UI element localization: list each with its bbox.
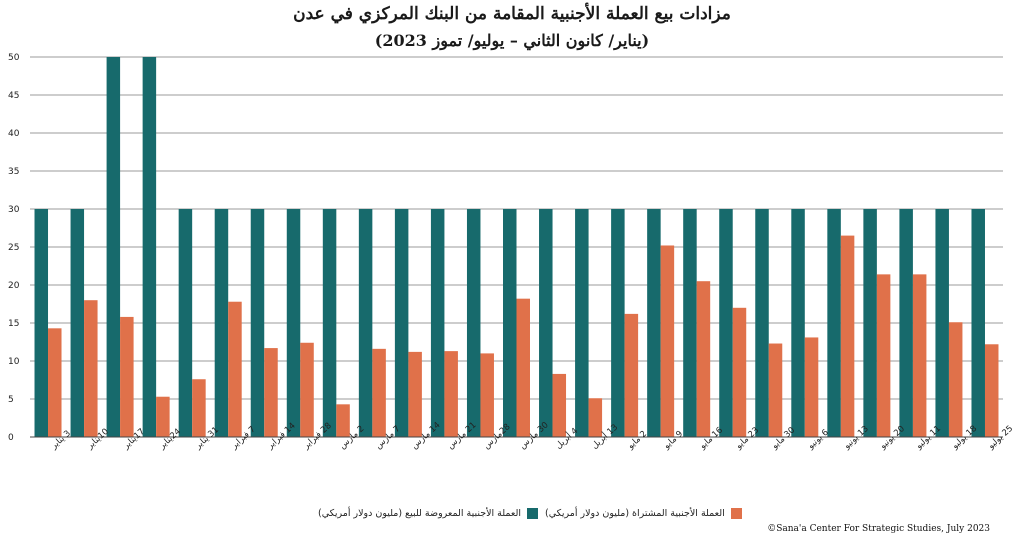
bar-purchased [732, 307, 747, 437]
chart-subtitle: (يناير/ كانون الثاني – يوليو/ تموز 2023) [374, 31, 650, 50]
bar-offered [827, 209, 841, 437]
bar-offered [178, 209, 193, 437]
bar-purchased [372, 348, 386, 437]
bar-purchased [444, 351, 458, 437]
legend-swatch-purchased [730, 507, 742, 519]
bar-offered [503, 209, 517, 437]
bar-purchased [984, 344, 999, 437]
bar-purchased [264, 348, 278, 437]
y-tick-label: 30 [8, 205, 20, 215]
bar-purchased [120, 316, 134, 437]
bar-offered [971, 209, 985, 437]
bar-purchased [624, 313, 639, 437]
bar-purchased [300, 342, 314, 437]
bar-offered [935, 209, 949, 437]
bar-purchased [876, 274, 891, 437]
bar-offered [394, 209, 409, 437]
bar-offered [539, 209, 553, 437]
bar-offered [358, 209, 373, 437]
bar-offered [214, 209, 229, 437]
bar-offered [647, 209, 661, 437]
bar-purchased [696, 281, 711, 437]
y-tick-label: 5 [8, 395, 14, 405]
bar-offered [611, 209, 625, 437]
bar-offered [755, 209, 769, 437]
bar-offered [791, 209, 805, 437]
bar-offered [430, 209, 445, 437]
bar-offered [322, 209, 337, 437]
bar-purchased [480, 353, 494, 437]
y-tick-label: 40 [8, 129, 20, 139]
bar-purchased [228, 301, 242, 437]
bar-offered [34, 209, 49, 437]
y-tick-label: 45 [8, 91, 19, 101]
y-tick-label: 15 [8, 319, 19, 329]
bar-purchased [516, 298, 530, 437]
bar-offered [286, 209, 301, 437]
source-credit: ©Sana'a Center For Strategic Studies, Ju… [767, 524, 990, 534]
y-tick-label: 20 [8, 281, 20, 291]
bar-purchased [48, 328, 62, 437]
bar-offered [250, 209, 265, 437]
y-tick-label: 10 [8, 357, 20, 367]
bar-purchased [912, 274, 927, 437]
bar-purchased [84, 300, 98, 437]
bar-purchased [948, 322, 963, 437]
bar-offered [106, 57, 121, 437]
legend-item-purchased: العملة الأجنبية المشتراة (مليون دولار أم… [545, 505, 742, 521]
legend-item-offered: العملة الأجنبية المعروضة للبيع (مليون دو… [318, 505, 539, 521]
legend-label-purchased: العملة الأجنبية المشتراة (مليون دولار أم… [545, 507, 725, 519]
legend-label-offered: العملة الأجنبية المعروضة للبيع (مليون دو… [318, 507, 522, 519]
bar-purchased [588, 398, 603, 437]
bar-offered [683, 209, 697, 437]
bar-offered [70, 209, 85, 437]
bar-purchased [552, 373, 567, 437]
y-tick-label: 0 [8, 433, 14, 443]
y-tick-label: 50 [8, 53, 20, 63]
bar-offered [466, 209, 481, 437]
bar-purchased [660, 245, 675, 437]
bars [34, 57, 999, 437]
chart-title: مزادات بيع العملة الأجنبية المقامة من ال… [293, 4, 731, 24]
bar-purchased [804, 337, 819, 437]
bar-purchased [768, 343, 783, 437]
bar-offered [575, 209, 589, 437]
bar-purchased [192, 379, 206, 437]
y-tick-label: 25 [8, 243, 19, 253]
bar-purchased [336, 404, 350, 437]
bar-offered [863, 209, 877, 437]
bar-offered [899, 209, 913, 437]
bar-purchased [156, 396, 170, 437]
legend-swatch-offered [527, 507, 539, 519]
bar-offered [142, 57, 157, 437]
y-tick-label: 35 [8, 167, 19, 177]
bar-purchased [408, 351, 422, 437]
bar-offered [719, 209, 733, 437]
bar-purchased [840, 235, 855, 437]
